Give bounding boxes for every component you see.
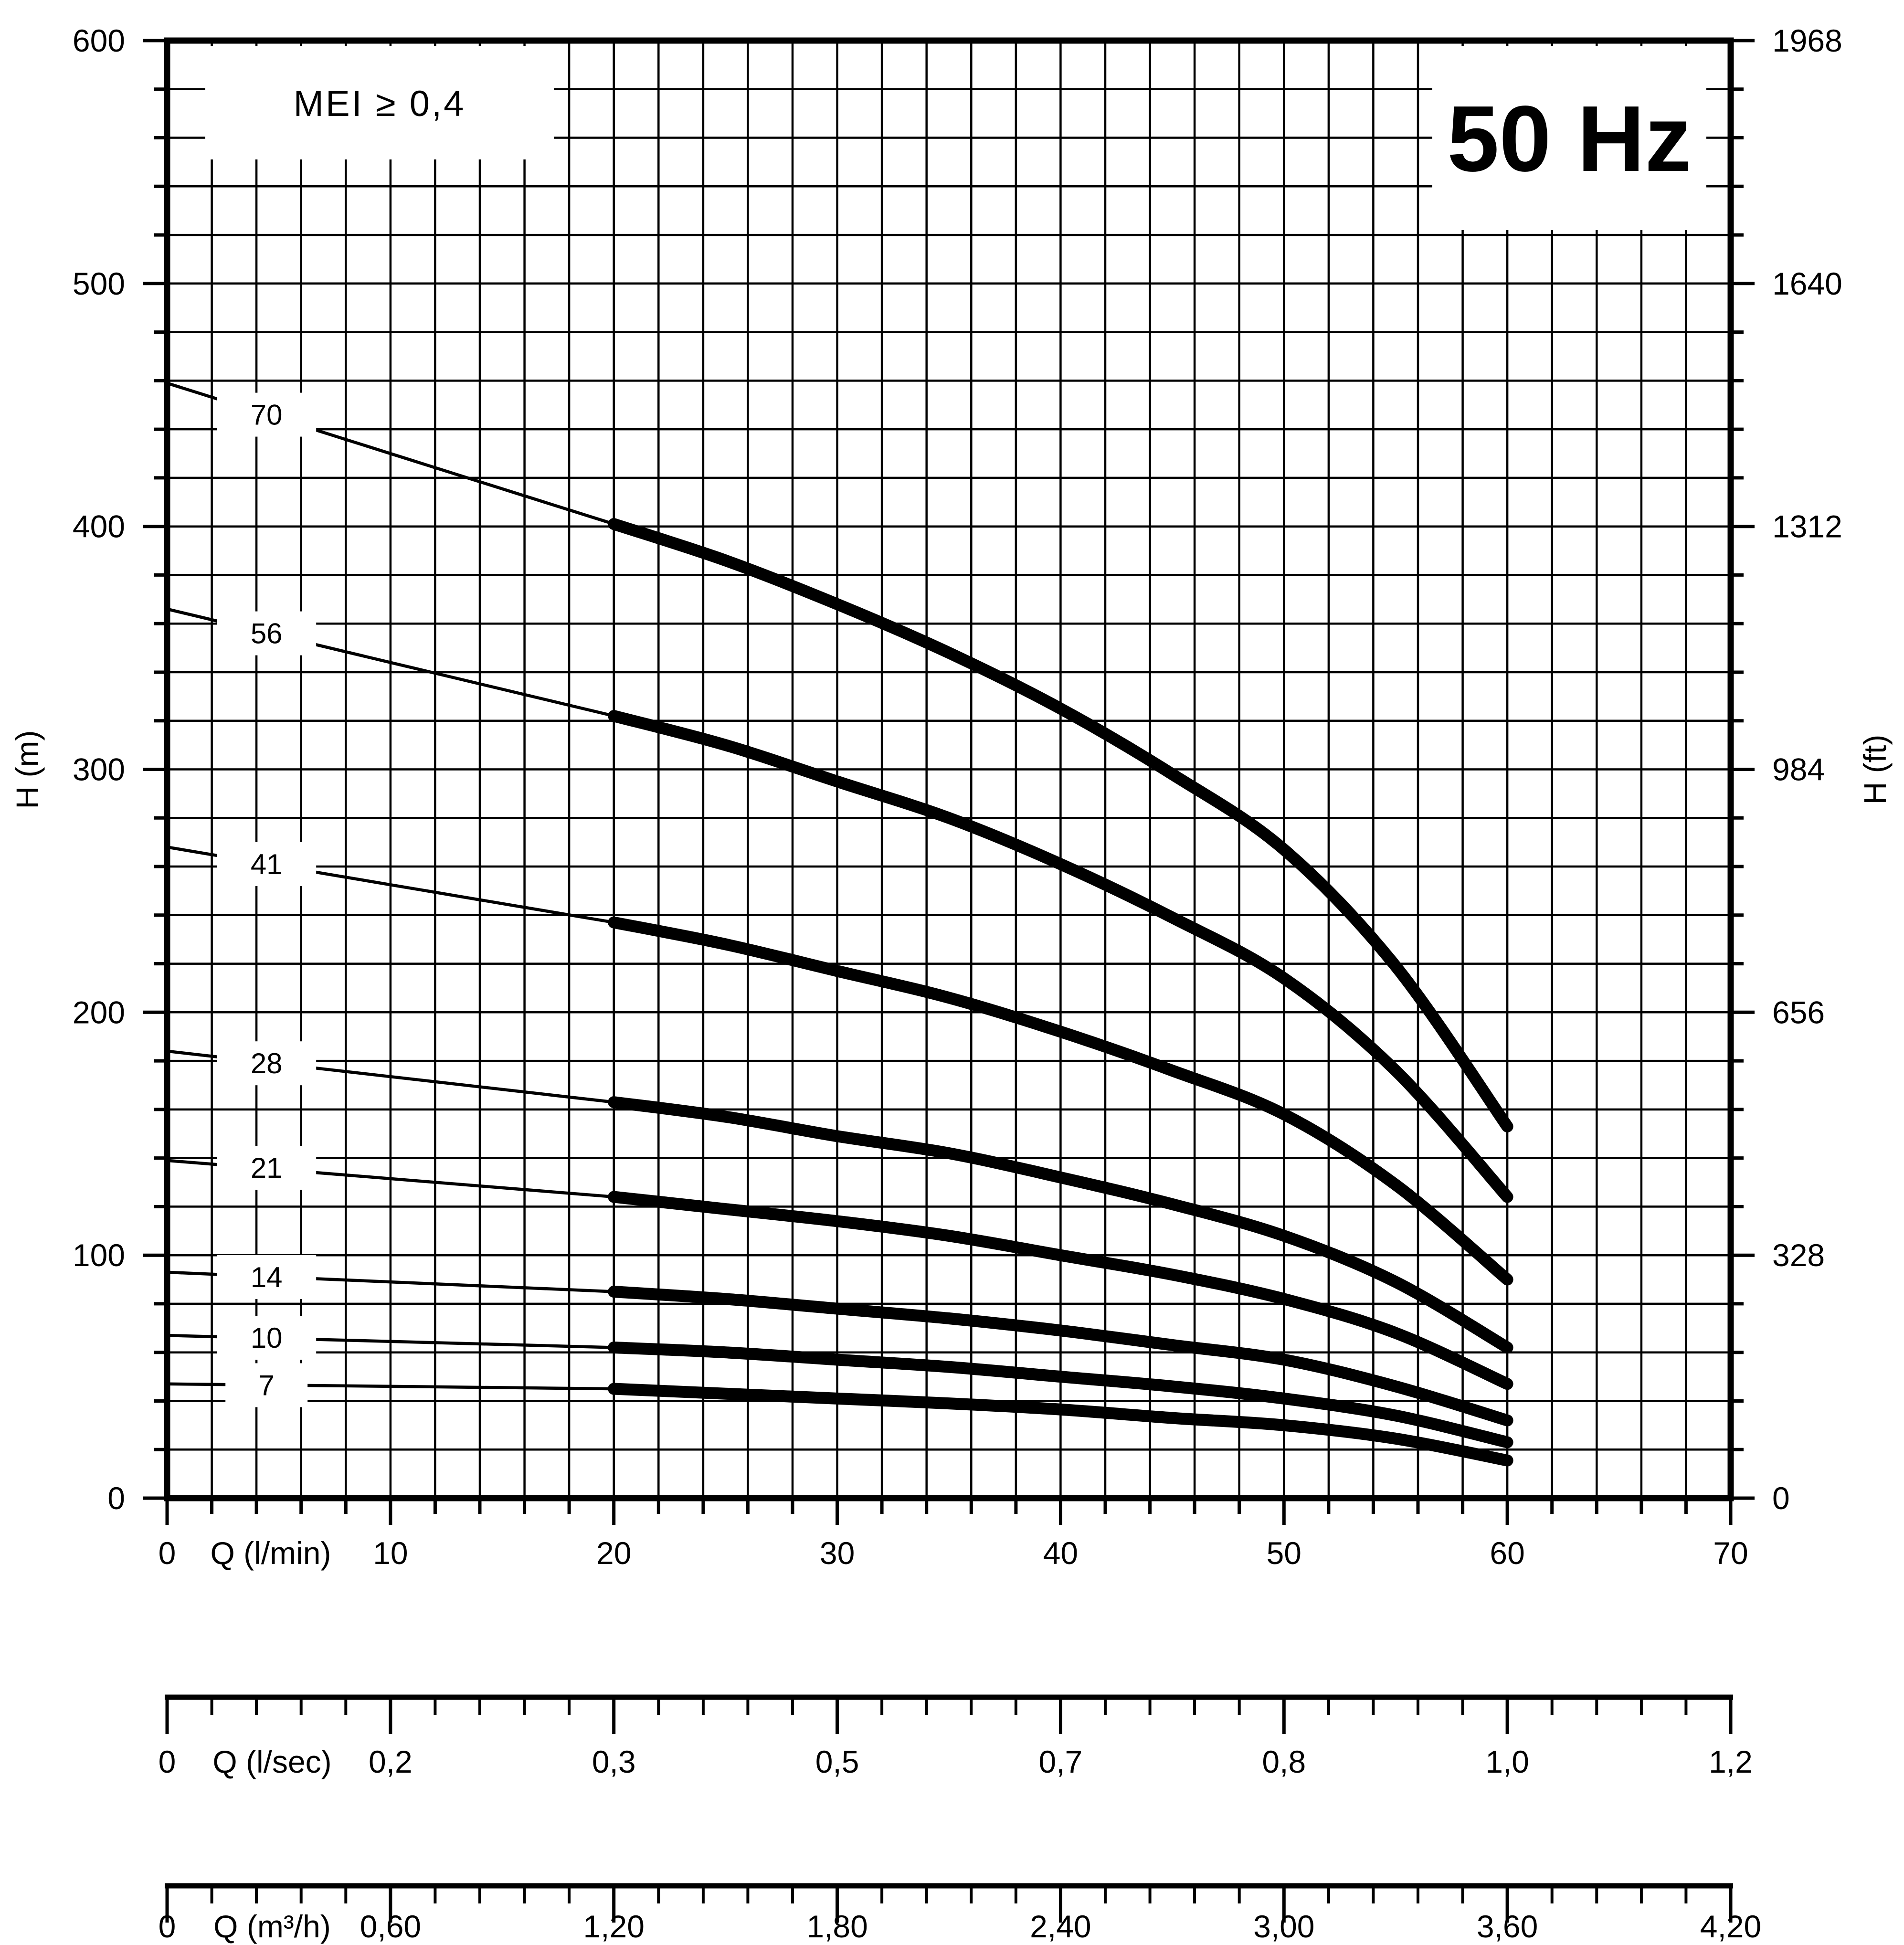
curve-label-box-21 xyxy=(217,1146,317,1190)
right-axis-label: 0 xyxy=(1772,1480,1790,1516)
curve-label-7: 7 xyxy=(259,1369,275,1401)
curve-28 xyxy=(608,1096,1513,1353)
left-axis-label: 100 xyxy=(73,1237,125,1273)
curve-14 xyxy=(608,1286,1513,1427)
axes: 6005004003002001000196816401312984656328… xyxy=(73,23,1842,1944)
x-axis-unit-label: Q (l/min) xyxy=(211,1535,331,1571)
curve-label-21: 21 xyxy=(251,1152,283,1184)
left-axis-title: H (m) xyxy=(10,730,45,809)
curve-56 xyxy=(608,710,1513,1203)
curve-41 xyxy=(608,916,1513,1286)
q-lsec-axis-label: 1,2 xyxy=(1709,1744,1753,1779)
curve-70 xyxy=(608,518,1513,1132)
q-lsec-axis-label: 0,8 xyxy=(1262,1744,1306,1779)
left-axis-label: 0 xyxy=(107,1480,125,1516)
curve-label-14: 14 xyxy=(251,1261,283,1293)
q-m3h-axis-label: 3,60 xyxy=(1477,1909,1538,1944)
curve-label-box-70 xyxy=(217,392,317,437)
q-m3h-axis-label: 0 xyxy=(159,1909,176,1944)
frequency-label: 50 Hz xyxy=(1447,86,1692,191)
right-axis-title: H (ft) xyxy=(1857,735,1893,805)
q-lsec-axis-label: 1,0 xyxy=(1485,1744,1529,1779)
q-m3h-axis-label: 4,20 xyxy=(1700,1909,1761,1944)
q-lsec-axis-label: 0,3 xyxy=(592,1744,636,1779)
curve-label-box-10 xyxy=(217,1316,317,1360)
curve-label-box-41 xyxy=(217,842,317,886)
curve-label-box-28 xyxy=(217,1041,317,1086)
left-axis-label: 400 xyxy=(73,509,125,544)
curve-label-28: 28 xyxy=(251,1047,283,1079)
q-m3h-axis-label: 2,40 xyxy=(1030,1909,1091,1944)
overlay-boxes: MEI ≥ 0,4 50 Hz xyxy=(205,46,1706,230)
q-lsec-axis-unit-label: Q (l/sec) xyxy=(212,1744,331,1779)
q-lsec-axis-label: 0,2 xyxy=(369,1744,413,1779)
x-axis-label: 0 xyxy=(159,1535,176,1571)
right-axis-label: 328 xyxy=(1772,1237,1825,1273)
q-m3h-axis-unit-label: Q (m³/h) xyxy=(213,1909,331,1944)
q-lsec-axis-label: 0,5 xyxy=(815,1744,859,1779)
curves: 70 56 41 28 21 14 10 7 xyxy=(167,381,1513,1467)
q-m3h-axis-label: 3,00 xyxy=(1253,1909,1314,1944)
x-axis-label: 10 xyxy=(373,1535,408,1571)
curve-label-box-14 xyxy=(217,1255,317,1299)
x-axis-label: 30 xyxy=(820,1535,855,1571)
q-m3h-axis-label: 1,20 xyxy=(583,1909,644,1944)
curve-label-box-7 xyxy=(225,1363,308,1407)
left-axis-label: 200 xyxy=(73,994,125,1030)
q-m3h-axis-label: 1,80 xyxy=(806,1909,867,1944)
right-axis-label: 984 xyxy=(1772,752,1825,787)
left-axis-label: 600 xyxy=(73,23,125,58)
q-m3h-axis-label: 0,60 xyxy=(360,1909,421,1944)
x-axis-label: 50 xyxy=(1267,1535,1301,1571)
curve-10 xyxy=(608,1342,1513,1448)
right-axis-label: 656 xyxy=(1772,994,1825,1030)
right-axis-label: 1640 xyxy=(1772,266,1842,301)
x-axis-label: 60 xyxy=(1490,1535,1524,1571)
gridlines xyxy=(166,39,1732,1500)
left-axis-label: 500 xyxy=(73,266,125,301)
right-axis-label: 1312 xyxy=(1772,509,1842,544)
x-axis-label: 40 xyxy=(1043,1535,1078,1571)
mei-box xyxy=(205,46,554,159)
curve-label-41: 41 xyxy=(251,848,283,880)
x-axis-label: 20 xyxy=(596,1535,631,1571)
mei-label: MEI ≥ 0,4 xyxy=(294,84,466,124)
right-axis-label: 1968 xyxy=(1772,23,1842,58)
left-axis-label: 300 xyxy=(73,752,125,787)
x-axis-label: 70 xyxy=(1713,1535,1748,1571)
curve-label-box-56 xyxy=(217,611,317,655)
curve-label-56: 56 xyxy=(251,618,283,650)
curve-21 xyxy=(608,1191,1513,1390)
curve-label-10: 10 xyxy=(251,1322,283,1354)
frequency-box xyxy=(1432,46,1706,230)
curve-label-70: 70 xyxy=(251,399,283,431)
q-lsec-axis-label: 0,7 xyxy=(1039,1744,1083,1779)
curve-7 xyxy=(608,1383,1513,1467)
q-lsec-axis-label: 0 xyxy=(159,1744,176,1779)
